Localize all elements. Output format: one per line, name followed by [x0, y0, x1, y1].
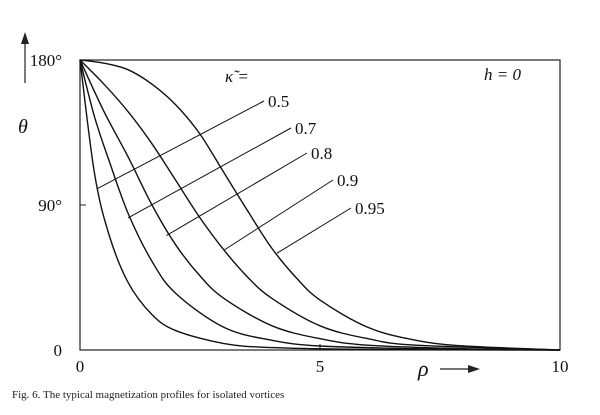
y-tick-label: 180° — [30, 51, 62, 70]
leader-line — [128, 128, 291, 218]
series-label: 0.8 — [311, 144, 332, 163]
series-label: 0.7 — [295, 119, 317, 138]
leader-line — [166, 153, 307, 236]
leader-line — [277, 208, 351, 253]
series-label: 0.95 — [355, 199, 385, 218]
x-axis-arrow — [440, 365, 480, 373]
figure-caption: Fig. 6. The typical magnetization profil… — [12, 389, 284, 401]
x-tick-label: 0 — [76, 357, 85, 376]
series-label: 0.9 — [337, 171, 358, 190]
legend-title: κ̃ = — [225, 67, 249, 86]
x-tick-label: 5 — [316, 357, 325, 376]
y-axis-label: θ — [18, 116, 28, 138]
leaders: 0.5 0.7 0.8 0.9 0.95 — [97, 92, 385, 253]
series-label: 0.5 — [268, 92, 289, 111]
leader-line — [224, 180, 333, 250]
y-tick-label: 0 — [54, 341, 63, 360]
annotation-h: h = 0 — [484, 65, 521, 84]
y-tick-label: 90° — [38, 196, 62, 215]
y-axis-arrow — [21, 32, 29, 83]
x-tick-label: 10 — [552, 357, 569, 376]
axis-ticks: 0 5 10 0 90° 180° — [30, 51, 569, 376]
x-axis-label: ρ — [417, 356, 429, 381]
